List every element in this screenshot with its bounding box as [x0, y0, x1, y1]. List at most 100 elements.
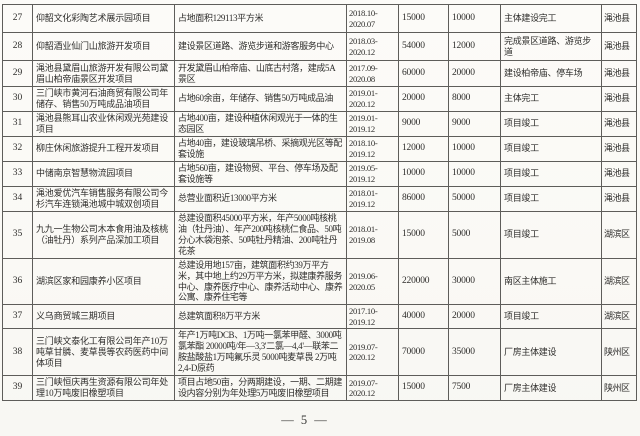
- cell-amount-total: 54000: [398, 32, 449, 61]
- cell-row-number: 32: [2, 135, 33, 162]
- table-row: 36 湖滨区家和园康养小区项目 总建设用地157亩，建筑面积约39万平方米，其中…: [2, 257, 637, 306]
- cell-amount-annual: 50000: [448, 185, 501, 212]
- cell-project-name: 仰韶文化彩陶艺术展示园项目: [32, 4, 175, 33]
- cell-project-name: 中储南京智慧物流园项目: [32, 160, 175, 187]
- cell-row-number: 27: [2, 4, 33, 33]
- table-row: 31 渑池县熊耳山农业休闲观光苑建设项目 占地400亩，建设种植休闲观光于一体的…: [2, 110, 637, 137]
- period-end: 2020.07: [349, 18, 375, 29]
- period-end: 2019.08: [349, 234, 375, 245]
- cell-amount-total: 15000: [398, 4, 449, 33]
- period-start: 2019.01-: [349, 113, 378, 124]
- cell-period: 2017.10- 2019.12: [346, 304, 399, 330]
- cell-status: 主体完工: [500, 86, 602, 112]
- cell-project-content: 占地560亩，建设物贸、平台、停车场及配套设施等: [174, 160, 347, 187]
- table-row: 29 渑池县黛眉山旅游开发有限公司黛眉山柏帝庙景区开发项目 开发黛眉山柏帝庙、山…: [2, 60, 637, 87]
- cell-project-content: 总建设面积45000平方米，年产5000吨核桃油（牡丹油）、年产200吨核桃仁食…: [174, 210, 347, 259]
- cell-location: 陕州区: [601, 375, 637, 402]
- cell-amount-annual: 30000: [448, 257, 501, 306]
- cell-status: 项目竣工: [500, 160, 602, 187]
- cell-location: 陕州区: [601, 328, 637, 377]
- cell-row-number: 33: [2, 160, 33, 187]
- period-end: 2020.08: [349, 73, 375, 84]
- cell-project-name: 三门峡恒庆再生资源有限公司年处理10万吨废旧橡塑项目: [32, 375, 175, 402]
- cell-location: 渑池县: [601, 32, 637, 61]
- cell-status: 项目竣工: [500, 135, 602, 162]
- cell-row-number: 28: [2, 32, 33, 61]
- page-number-footer: — 5 —: [281, 413, 329, 427]
- period-start: 2019.05-: [349, 163, 378, 174]
- period-end: 2020.12: [349, 46, 375, 57]
- cell-project-content: 占地面积129113平方米: [174, 4, 347, 33]
- table-row: 28 仰韶酒业仙门山旅游开发项目 建设景区道路、游览步道和游客服务中心 2018…: [2, 32, 637, 61]
- period-end: 2020.12: [349, 352, 375, 363]
- cell-row-number: 38: [2, 328, 33, 377]
- projects-table-body: 27 仰韶文化彩陶艺术展示园项目 占地面积129113平方米 2018.10- …: [2, 4, 637, 402]
- cell-row-number: 34: [2, 185, 33, 212]
- cell-period: 2019.01- 2019.12: [346, 110, 399, 137]
- cell-period: 2019.05- 2019.12: [346, 160, 399, 187]
- cell-amount-total: 20000: [398, 86, 449, 112]
- cell-project-name: 三门峡文泰化工有限公司年产10万吨草甘膦、麦草畏等农药医药中间体项目: [32, 328, 175, 377]
- cell-period: 2018.10- 2020.07: [346, 4, 399, 33]
- cell-status: 项目竣工: [500, 304, 602, 330]
- period-end: 2019.12: [349, 123, 375, 134]
- period-end: 2020.12: [349, 98, 375, 109]
- cell-period: 2018.10- 2019.12: [346, 135, 399, 162]
- cell-location: 湖滨区: [601, 257, 637, 306]
- cell-project-name: 柳庄休闲旅游提升工程开发项目: [32, 135, 175, 162]
- period-start: 2019.01-: [349, 88, 378, 99]
- cell-project-name: 义乌商贸城三期项目: [32, 304, 175, 330]
- cell-project-name: 九九一生物公司木本食用油及核桃（油牡丹）系列产品深加工项目: [32, 210, 175, 259]
- period-end: 2019.12: [349, 173, 375, 184]
- cell-row-number: 36: [2, 257, 33, 306]
- cell-amount-total: 86000: [398, 185, 449, 212]
- cell-period: 2019.07- 2020.12: [346, 328, 399, 377]
- table-row: 37 义乌商贸城三期项目 总建筑面积8万平方米 2017.10- 2019.12…: [2, 304, 637, 330]
- cell-period: 2019.07- 2020.12: [346, 375, 399, 402]
- cell-amount-annual: 8000: [448, 86, 501, 112]
- cell-project-content: 占地40亩，建设玻璃吊桥、采摘观光区等配套设施: [174, 135, 347, 162]
- period-start: 2019.06-: [349, 271, 378, 282]
- period-start: 2017.10-: [349, 306, 378, 317]
- period-end: 2020.05: [349, 281, 375, 292]
- cell-amount-total: 15000: [398, 375, 449, 402]
- cell-project-content: 项目占地50亩，分两期建设，一期、二期建设内容分别为年处理5万吨废旧橡塑项目: [174, 375, 347, 402]
- cell-amount-total: 60000: [398, 60, 449, 87]
- table-row: 27 仰韶文化彩陶艺术展示园项目 占地面积129113平方米 2018.10- …: [2, 4, 637, 33]
- cell-amount-annual: 7500: [448, 375, 501, 402]
- cell-row-number: 37: [2, 304, 33, 330]
- cell-project-name: 三门峡市黄河石油商贸有限公司年储存、销售50万吨成品油项目: [32, 86, 175, 112]
- period-end: 2020.12: [349, 388, 375, 399]
- cell-project-content: 占地60余亩，年储存、销售50万吨成品油: [174, 86, 347, 112]
- cell-project-content: 总建设用地157亩，建筑面积约39万平方米，其中地上约29万平方米，拟建康养服务…: [174, 257, 347, 306]
- period-start: 2019.07-: [349, 341, 378, 352]
- cell-amount-total: 12000: [398, 135, 449, 162]
- cell-status: 项目竣工: [500, 210, 602, 259]
- scan-smudge: [560, 25, 620, 41]
- cell-project-name: 仰韶酒业仙门山旅游开发项目: [32, 32, 175, 61]
- period-end: 2019.12: [349, 316, 375, 327]
- cell-location: 渑池县: [601, 110, 637, 137]
- cell-project-name: 湖滨区家和园康养小区项目: [32, 257, 175, 306]
- cell-period: 2018.01- 2019.08: [346, 210, 399, 259]
- cell-period: 2018.01- 2019.12: [346, 185, 399, 212]
- cell-amount-total: 40000: [398, 304, 449, 330]
- cell-status: 厂房主体建设: [500, 328, 602, 377]
- period-start: 2018.10-: [349, 138, 378, 149]
- cell-location: 湖滨区: [601, 304, 637, 330]
- cell-amount-total: 10000: [398, 160, 449, 187]
- projects-table: 27 仰韶文化彩陶艺术展示园项目 占地面积129113平方米 2018.10- …: [2, 4, 637, 402]
- cell-amount-annual: 10000: [448, 135, 501, 162]
- cell-project-name: 渑池县黛眉山旅游开发有限公司黛眉山柏帝庙景区开发项目: [32, 60, 175, 87]
- table-row: 34 渑池爱优汽车销售服务有限公司今杉汽车连锁渑池城中城双创项目 总营业面积近1…: [2, 185, 637, 212]
- cell-amount-annual: 35000: [448, 328, 501, 377]
- cell-location: 渑池县: [601, 160, 637, 187]
- cell-row-number: 39: [2, 375, 33, 402]
- cell-project-name: 渑池县熊耳山农业休闲观光苑建设项目: [32, 110, 175, 137]
- table-row: 38 三门峡文泰化工有限公司年产10万吨草甘膦、麦草畏等农药医药中间体项目 年产…: [2, 328, 637, 377]
- cell-amount-annual: 10000: [448, 4, 501, 33]
- cell-location: 渑池县: [601, 60, 637, 87]
- cell-project-content: 总营业面积近13000平方米: [174, 185, 347, 212]
- cell-location: 渑池县: [601, 135, 637, 162]
